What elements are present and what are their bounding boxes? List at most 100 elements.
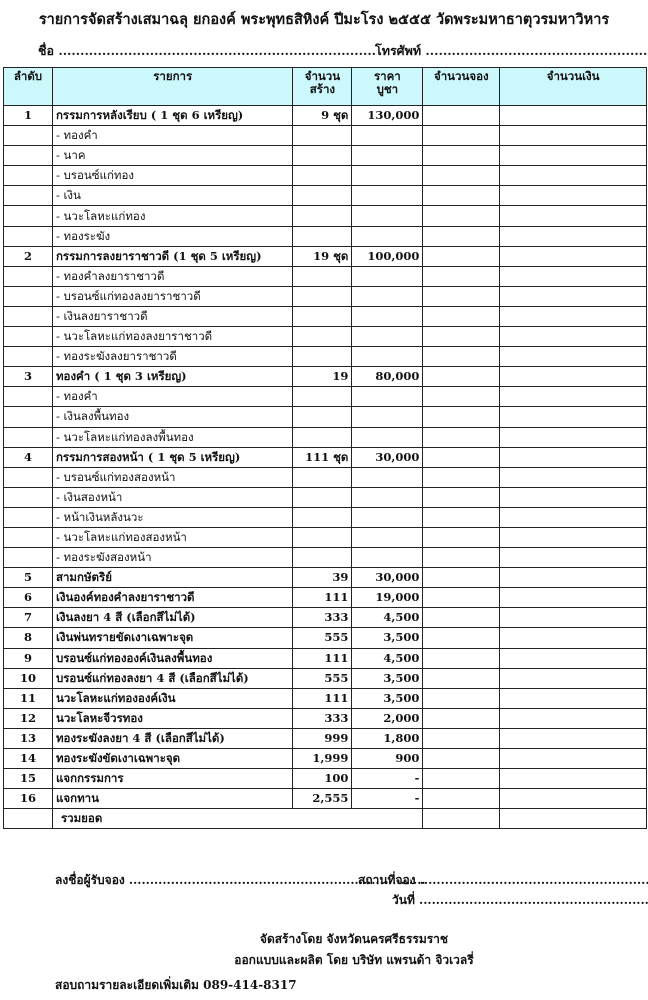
amount-cell[interactable] [499, 788, 647, 810]
place-field[interactable]: สถานที่จอง .............................… [358, 873, 648, 887]
reserved-cell[interactable] [422, 667, 501, 689]
item-name: กรรมการลงยาราชาวดี (1 ชุด 5 เหรียญ) [51, 245, 294, 267]
amount-cell[interactable] [499, 265, 647, 287]
sub-item-name: - หน้าเงินหลังนวะ [51, 506, 294, 528]
total-amount-cell[interactable] [499, 808, 647, 830]
table-subrow: - เงินลงยาราชาวดี [3, 305, 647, 328]
header-price-line2: บูชา [376, 82, 399, 96]
row-number-empty [3, 526, 53, 549]
amount-cell[interactable] [499, 587, 647, 609]
price-empty [351, 145, 424, 167]
reserved-cell[interactable] [422, 285, 501, 307]
amount-cell[interactable] [499, 346, 647, 368]
phone-field[interactable]: โทรศัพท์ ...............................… [375, 43, 648, 58]
amount-cell[interactable] [499, 627, 647, 649]
reserved-cell[interactable] [422, 326, 501, 348]
amount-cell[interactable] [499, 104, 647, 127]
name-field[interactable]: ชื่อ ...................................… [38, 43, 377, 58]
amount-cell[interactable] [499, 225, 647, 247]
amount-cell[interactable] [499, 145, 647, 167]
reserved-cell[interactable] [422, 386, 501, 408]
total-reserved-cell[interactable] [422, 808, 501, 830]
amount-cell[interactable] [499, 707, 647, 729]
signer-field[interactable]: ลงชื่อผู้รับจอง ........................… [55, 873, 426, 887]
reserved-cell[interactable] [422, 346, 501, 368]
amount-cell[interactable] [499, 366, 647, 388]
reserved-cell[interactable] [422, 547, 501, 569]
reserved-cell[interactable] [422, 647, 501, 669]
reserved-cell[interactable] [422, 607, 501, 629]
reserved-cell[interactable] [422, 125, 501, 147]
item-quantity: 111 ชุด [292, 446, 353, 468]
amount-cell[interactable] [499, 747, 647, 770]
amount-cell[interactable] [499, 406, 647, 428]
reserved-cell[interactable] [422, 305, 501, 328]
reserved-cell[interactable] [422, 707, 501, 729]
reserved-cell[interactable] [422, 145, 501, 167]
reserved-cell[interactable] [422, 165, 501, 187]
reserved-cell[interactable] [422, 366, 501, 388]
amount-cell[interactable] [499, 647, 647, 669]
date-field[interactable]: วันที่ .................................… [392, 893, 648, 907]
reserved-cell[interactable] [422, 567, 501, 589]
reserved-cell[interactable] [422, 486, 501, 508]
reserved-cell[interactable] [422, 446, 501, 468]
table-row: 16 แจกทาน 2,555- [3, 788, 647, 810]
item-quantity: 333 [292, 607, 353, 629]
price-empty [351, 305, 424, 328]
reserved-cell[interactable] [422, 788, 501, 810]
amount-cell[interactable] [499, 667, 647, 689]
item-name: ทองคำ ( 1 ชุด 3 เหรียญ) [51, 366, 294, 388]
item-price: - [351, 768, 424, 790]
amount-cell[interactable] [499, 607, 647, 629]
amount-cell[interactable] [499, 768, 647, 790]
amount-cell[interactable] [499, 466, 647, 488]
reserved-cell[interactable] [422, 587, 501, 609]
reserved-cell[interactable] [422, 526, 501, 549]
table-subrow: - นวะโลหะแก่ทอง [3, 205, 647, 227]
reserved-cell[interactable] [422, 245, 501, 267]
item-price: 3,500 [351, 667, 424, 689]
amount-cell[interactable] [499, 506, 647, 528]
item-price: 1,800 [351, 727, 424, 750]
amount-cell[interactable] [499, 245, 647, 267]
amount-cell[interactable] [499, 125, 647, 147]
reserved-cell[interactable] [422, 466, 501, 488]
reserved-cell[interactable] [422, 768, 501, 790]
amount-cell[interactable] [499, 486, 647, 508]
table-subrow: - เงินสองหน้า [3, 486, 647, 508]
amount-cell[interactable] [499, 526, 647, 549]
amount-cell[interactable] [499, 185, 647, 207]
row-number: 12 [3, 707, 53, 729]
amount-cell[interactable] [499, 426, 647, 448]
reserved-cell[interactable] [422, 426, 501, 448]
amount-cell[interactable] [499, 386, 647, 408]
table-row: 1 กรรมการหลังเรียบ ( 1 ชุด 6 เหรียญ) 9 ชุด… [3, 104, 647, 127]
amount-cell[interactable] [499, 285, 647, 307]
quantity-empty [292, 145, 353, 167]
reserved-cell[interactable] [422, 727, 501, 750]
amount-cell[interactable] [499, 305, 647, 328]
reserved-cell[interactable] [422, 225, 501, 247]
reserved-cell[interactable] [422, 627, 501, 649]
table-subrow: - บรอนซ์แก่ทองลงยาราชาวดี [3, 285, 647, 307]
amount-cell[interactable] [499, 547, 647, 569]
reserved-cell[interactable] [422, 747, 501, 770]
amount-cell[interactable] [499, 326, 647, 348]
amount-cell[interactable] [499, 446, 647, 468]
amount-cell[interactable] [499, 727, 647, 750]
reserved-cell[interactable] [422, 104, 501, 127]
price-empty [351, 225, 424, 247]
reserved-cell[interactable] [422, 185, 501, 207]
amount-cell[interactable] [499, 687, 647, 709]
amount-cell[interactable] [499, 567, 647, 589]
amount-cell[interactable] [499, 205, 647, 227]
reserved-cell[interactable] [422, 265, 501, 287]
amount-cell[interactable] [499, 165, 647, 187]
reserved-cell[interactable] [422, 406, 501, 428]
reserved-cell[interactable] [422, 687, 501, 709]
reserved-cell[interactable] [422, 205, 501, 227]
item-name: เงินองค์ทองคำลงยาราชาวดี [51, 587, 294, 609]
table-subrow: - ทองระฆัง [3, 225, 647, 247]
reserved-cell[interactable] [422, 506, 501, 528]
